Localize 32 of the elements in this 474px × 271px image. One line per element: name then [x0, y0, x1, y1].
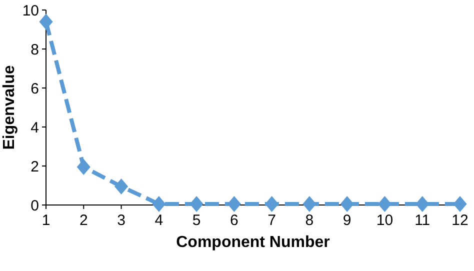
x-tick-label: 10: [376, 212, 394, 229]
point: [76, 158, 90, 175]
x-axis-title: Component Number: [176, 234, 330, 251]
x-tick-label: 5: [192, 212, 201, 229]
x-tick-label: 8: [305, 212, 314, 229]
y-tick-label: 4: [30, 119, 39, 136]
x-tick-label: 12: [452, 212, 468, 229]
x-tick-label: 7: [268, 212, 276, 229]
point: [114, 178, 128, 194]
x-tick-label: 3: [117, 212, 126, 229]
point: [190, 196, 204, 212]
x-tick-label: 1: [42, 212, 50, 229]
x-tick-label: 11: [414, 212, 430, 229]
y-tick-label: 2: [30, 158, 39, 176]
y-tick-label: 0: [30, 197, 39, 214]
x-tick-label: 6: [230, 212, 238, 229]
point: [227, 196, 241, 212]
point: [378, 196, 392, 212]
point: [152, 196, 166, 212]
point: [340, 196, 354, 212]
y-tick-label: 10: [22, 2, 39, 20]
y-axis-title: Eigenvalue: [1, 65, 18, 150]
point: [39, 14, 53, 30]
point: [416, 196, 430, 212]
point: [302, 196, 316, 212]
y-tick-label: 8: [30, 41, 39, 58]
point: [453, 196, 467, 212]
point: [265, 196, 279, 212]
x-tick-label: 2: [79, 212, 88, 229]
x-tick-label: 9: [342, 212, 352, 229]
y-tick-label: 6: [30, 80, 39, 98]
x-tick-label: 4: [154, 212, 164, 229]
